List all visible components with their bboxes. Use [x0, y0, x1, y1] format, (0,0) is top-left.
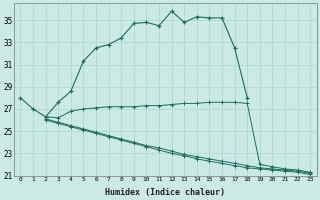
X-axis label: Humidex (Indice chaleur): Humidex (Indice chaleur) [105, 188, 225, 197]
